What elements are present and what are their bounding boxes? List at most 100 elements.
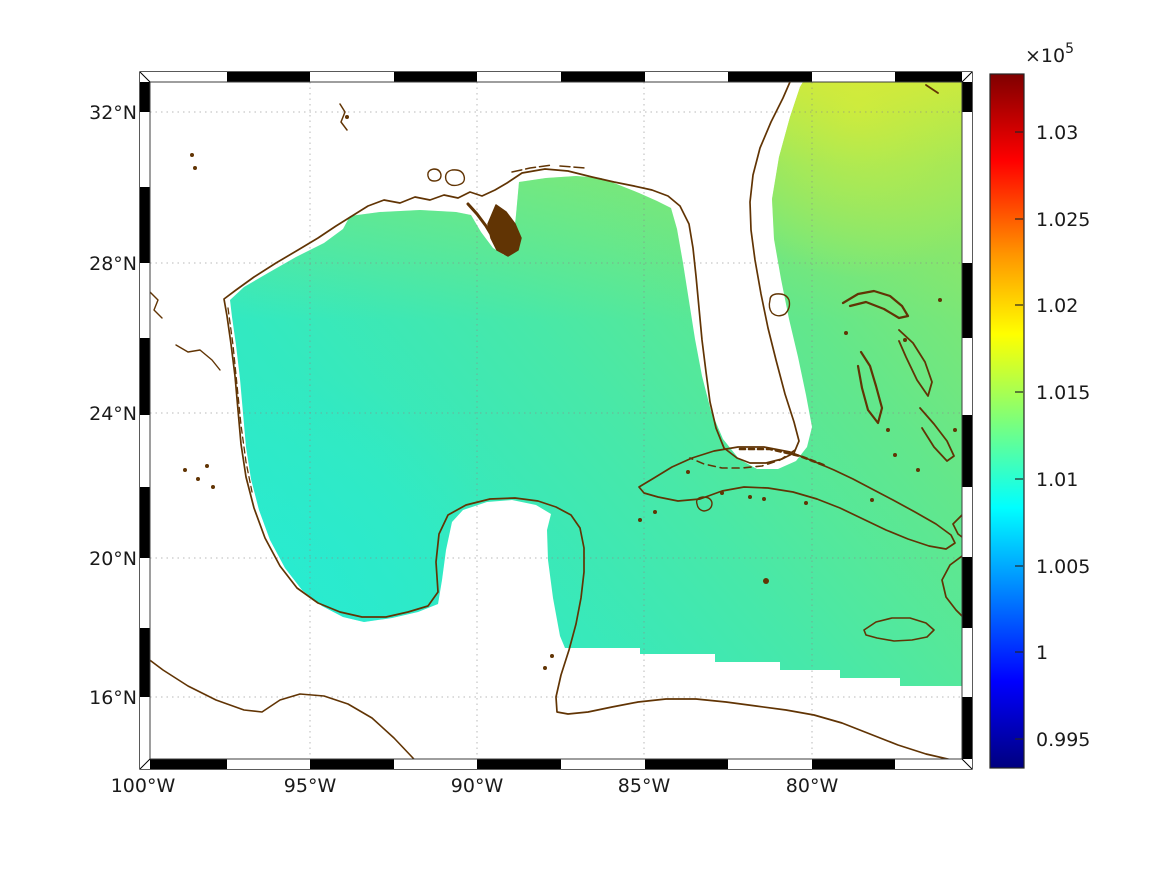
islet-dot <box>886 428 890 432</box>
frame-tick-top <box>394 72 477 82</box>
islet-dot <box>916 468 920 472</box>
texas-laguna-madre <box>227 307 253 493</box>
rio-grande-stream <box>150 291 163 319</box>
islet-dot <box>345 115 349 119</box>
frame-tick-bottom <box>645 759 728 769</box>
lon-tick-label: 90°W <box>451 775 504 797</box>
florida-keys <box>689 449 796 469</box>
frame-tick-bottom <box>150 759 227 769</box>
mexico-pacific-coast <box>150 659 415 759</box>
bahamas-long-island <box>919 407 955 462</box>
islet-dot <box>205 464 209 468</box>
islet-dot <box>211 485 215 489</box>
lat-tick-label: 32°N <box>89 102 137 124</box>
islet-dot <box>196 477 200 481</box>
colorbar-tick-label: 1.03 <box>1036 122 1078 144</box>
lat-tick-label: 24°N <box>89 403 137 425</box>
coastline-north-america <box>223 82 952 759</box>
frame-tick-bottom <box>477 759 561 769</box>
colorbar-tick-label: 1.01 <box>1036 469 1078 491</box>
hispaniola-north <box>952 514 962 538</box>
islet-dot <box>686 470 690 474</box>
top-right-islet <box>925 84 939 94</box>
islet-dot <box>763 578 769 584</box>
colorbar-tick-label: 1 <box>1036 642 1048 664</box>
frame-tick-left <box>140 187 150 263</box>
hispaniola-northwest <box>941 555 962 617</box>
islet-dot <box>870 498 874 502</box>
colorbar-tick-label: 1.025 <box>1036 209 1090 231</box>
islet-dots <box>183 115 957 670</box>
coastlines <box>150 82 962 759</box>
frame-band-left <box>140 72 150 769</box>
frame-tick-right <box>962 82 972 112</box>
frame-tick-left <box>140 82 150 112</box>
islet-dot <box>653 510 657 514</box>
map-area <box>150 82 962 759</box>
lon-tick-label: 80°W <box>786 775 839 797</box>
map-frame <box>139 71 973 770</box>
cuba-north-cays <box>738 447 828 468</box>
islet-dot <box>844 331 848 335</box>
mexico-inland-stream <box>175 344 221 371</box>
frame-corner-bevels <box>139 71 973 770</box>
cuba <box>638 446 956 550</box>
islet-dot <box>638 518 642 522</box>
lat-tick-label: 16°N <box>89 687 137 709</box>
bahamas-andros <box>856 350 884 425</box>
delta-marsh-scribble <box>466 202 494 238</box>
colorbar-tick-label: 1.005 <box>1036 556 1090 578</box>
islet-dot <box>903 338 907 342</box>
colorbar-ticks <box>1015 131 1023 740</box>
frame-tick-left <box>140 338 150 415</box>
colorbar-gradient <box>989 73 1025 769</box>
top-left-islet <box>339 103 348 131</box>
islet-dot <box>543 666 547 670</box>
frame-tick-right <box>962 263 972 338</box>
islet-dot <box>193 166 197 170</box>
islet-dot <box>893 453 897 457</box>
jamaica <box>863 617 935 642</box>
islet-dot <box>190 153 194 157</box>
bahamas-eleuthera <box>898 329 933 397</box>
colorbar-tick-label: 1.02 <box>1036 295 1078 317</box>
islet-dot <box>762 497 766 501</box>
latitude-labels: 32°N 28°N 24°N 20°N 16°N <box>89 102 137 709</box>
islet-dot <box>804 501 808 505</box>
colorbar-tick-label: 0.995 <box>1036 729 1090 751</box>
lon-tick-label: 100°W <box>111 775 176 797</box>
islet-dot <box>938 298 942 302</box>
islet-dot <box>953 428 957 432</box>
frame-tick-bottom <box>812 759 895 769</box>
longitude-labels: 100°W 95°W 90°W 85°W 80°W <box>111 775 839 797</box>
frame-tick-left <box>140 628 150 697</box>
frame-tick-top <box>895 72 962 82</box>
frame-tick-top <box>227 72 310 82</box>
colorbar-tick-labels: 1.03 1.025 1.02 1.015 1.01 1.005 1 0.995 <box>1036 122 1090 751</box>
islet-dot <box>720 491 724 495</box>
colorbar-tick-label: 1.015 <box>1036 382 1090 404</box>
isla-de-la-juventud <box>695 496 713 512</box>
lake-pontchartrain <box>427 168 466 187</box>
lat-tick-label: 28°N <box>89 253 137 275</box>
islet-dot <box>550 654 554 658</box>
colorbar-exponent-label: ×105 <box>1025 41 1074 67</box>
islet-dot <box>183 468 187 472</box>
graticule <box>150 82 962 759</box>
frame-tick-right <box>962 697 972 759</box>
frame-tick-left <box>140 487 150 558</box>
lon-tick-label: 95°W <box>284 775 337 797</box>
frame-tick-top <box>561 72 645 82</box>
frame-tick-right <box>962 415 972 487</box>
lat-tick-label: 20°N <box>89 548 137 570</box>
frame-inner-border <box>149 81 963 760</box>
lon-tick-label: 85°W <box>618 775 671 797</box>
islet-dot <box>748 495 752 499</box>
lake-okeechobee <box>768 293 791 317</box>
frame-band-top <box>140 72 972 82</box>
mississippi-sound-islands <box>511 164 586 173</box>
frame-tick-bottom <box>310 759 394 769</box>
bahamas-grand-abaco <box>841 289 910 320</box>
